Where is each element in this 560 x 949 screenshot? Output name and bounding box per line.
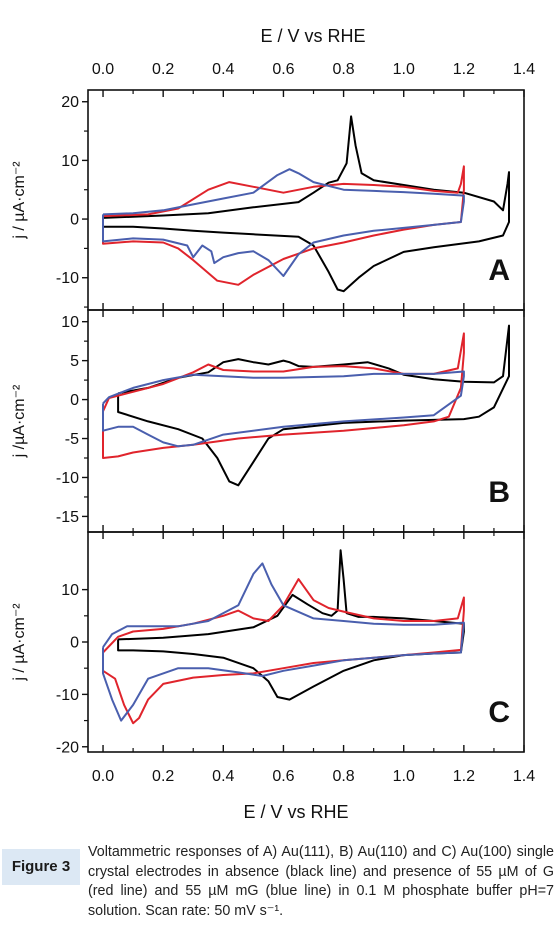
figure-caption: Figure 3 Voltammetric responses of A) Au… xyxy=(0,843,560,943)
panel-series-group xyxy=(102,115,510,293)
y-axis-title: j /µA·cm⁻² xyxy=(11,384,28,458)
y-tick-label: 0 xyxy=(70,635,79,652)
y-tick-label: 10 xyxy=(61,314,79,331)
y-tick-label: 5 xyxy=(70,353,79,370)
panel-b: 10 5 0 -5 -10 -15 j /µA·cm⁻² B xyxy=(11,309,525,533)
bottom-x-axis-title: E / V vs RHE xyxy=(243,802,348,822)
y-tick-label: -15 xyxy=(56,509,79,526)
series-blue-line xyxy=(102,168,465,277)
series-blue-line xyxy=(102,370,465,448)
top-x-axis: 0.0 0.2 0.4 0.6 0.8 1.0 1.2 1.4 xyxy=(92,61,535,78)
top-x-tick-label: 0.4 xyxy=(212,61,234,78)
panel-letter: B xyxy=(488,476,510,509)
bottom-x-tick-label: 0.6 xyxy=(272,768,294,785)
bottom-x-tick-label: 0.8 xyxy=(332,768,354,785)
y-tick-label: -5 xyxy=(65,431,79,448)
series-blue-line xyxy=(102,562,465,722)
panels-layer: 0.0 0.2 0.4 0.6 0.8 1.0 1.2 1.4 0.0 0.2 0.4 0.6 0.8 1… xyxy=(11,61,535,785)
bottom-x-tick-label: 0.4 xyxy=(212,768,234,785)
bottom-x-tick-label: 0.2 xyxy=(152,768,174,785)
y-axis-title: j / µA·cm⁻² xyxy=(11,603,28,682)
panel-c: 10 0 -10 -20 j / µA·cm⁻² C xyxy=(11,531,525,756)
top-x-axis-title: E / V vs RHE xyxy=(260,26,365,46)
bottom-x-tick-label: 0.0 xyxy=(92,768,114,785)
panel-a: 20 10 0 -10 j / µA·cm⁻² A xyxy=(11,89,525,311)
top-x-tick-label: 1.2 xyxy=(453,61,475,78)
y-tick-label: 20 xyxy=(61,94,79,111)
bottom-x-tick-label: 1.4 xyxy=(513,768,535,785)
series-red-line xyxy=(102,578,465,725)
panel-letter: A xyxy=(488,254,510,287)
y-tick-label: 10 xyxy=(61,153,79,170)
voltammetry-figure: E / V vs RHE E / V vs RHE 0.0 0.2 0.4 0.6 0.… xyxy=(11,26,535,822)
top-x-tick-label: 0.6 xyxy=(272,61,294,78)
y-tick-label: -10 xyxy=(56,270,79,287)
figure-label: Figure 3 xyxy=(2,849,80,885)
bottom-x-tick-label: 1.2 xyxy=(453,768,475,785)
panel-frame xyxy=(87,309,525,533)
panel-series-group xyxy=(102,324,510,487)
top-x-tick-label: 1.0 xyxy=(393,61,415,78)
y-tick-label: 0 xyxy=(70,212,79,229)
top-x-tick-label: 0.0 xyxy=(92,61,114,78)
top-x-tick-label: 1.4 xyxy=(513,61,535,78)
panel-letter: C xyxy=(488,696,510,729)
caption-text: Voltammetric responses of A) Au(111), B)… xyxy=(88,844,554,919)
bottom-x-axis: 0.0 0.2 0.4 0.6 0.8 1.0 1.2 1.4 xyxy=(92,768,535,785)
series-black-line xyxy=(102,115,510,293)
series-red-line xyxy=(102,165,465,286)
y-tick-label: -10 xyxy=(56,470,79,487)
panel-series-group xyxy=(102,549,465,725)
bottom-x-tick-label: 1.0 xyxy=(393,768,415,785)
top-x-tick-label: 0.2 xyxy=(152,61,174,78)
y-tick-label: 0 xyxy=(70,392,79,409)
y-tick-label: 10 xyxy=(61,582,79,599)
panel-frame xyxy=(87,531,525,753)
panel-frame xyxy=(87,89,525,311)
series-black-line xyxy=(117,324,510,487)
y-axis-title: j / µA·cm⁻² xyxy=(11,161,28,240)
top-x-tick-label: 0.8 xyxy=(332,61,354,78)
y-tick-label: -20 xyxy=(56,739,79,756)
y-tick-label: -10 xyxy=(56,687,79,704)
